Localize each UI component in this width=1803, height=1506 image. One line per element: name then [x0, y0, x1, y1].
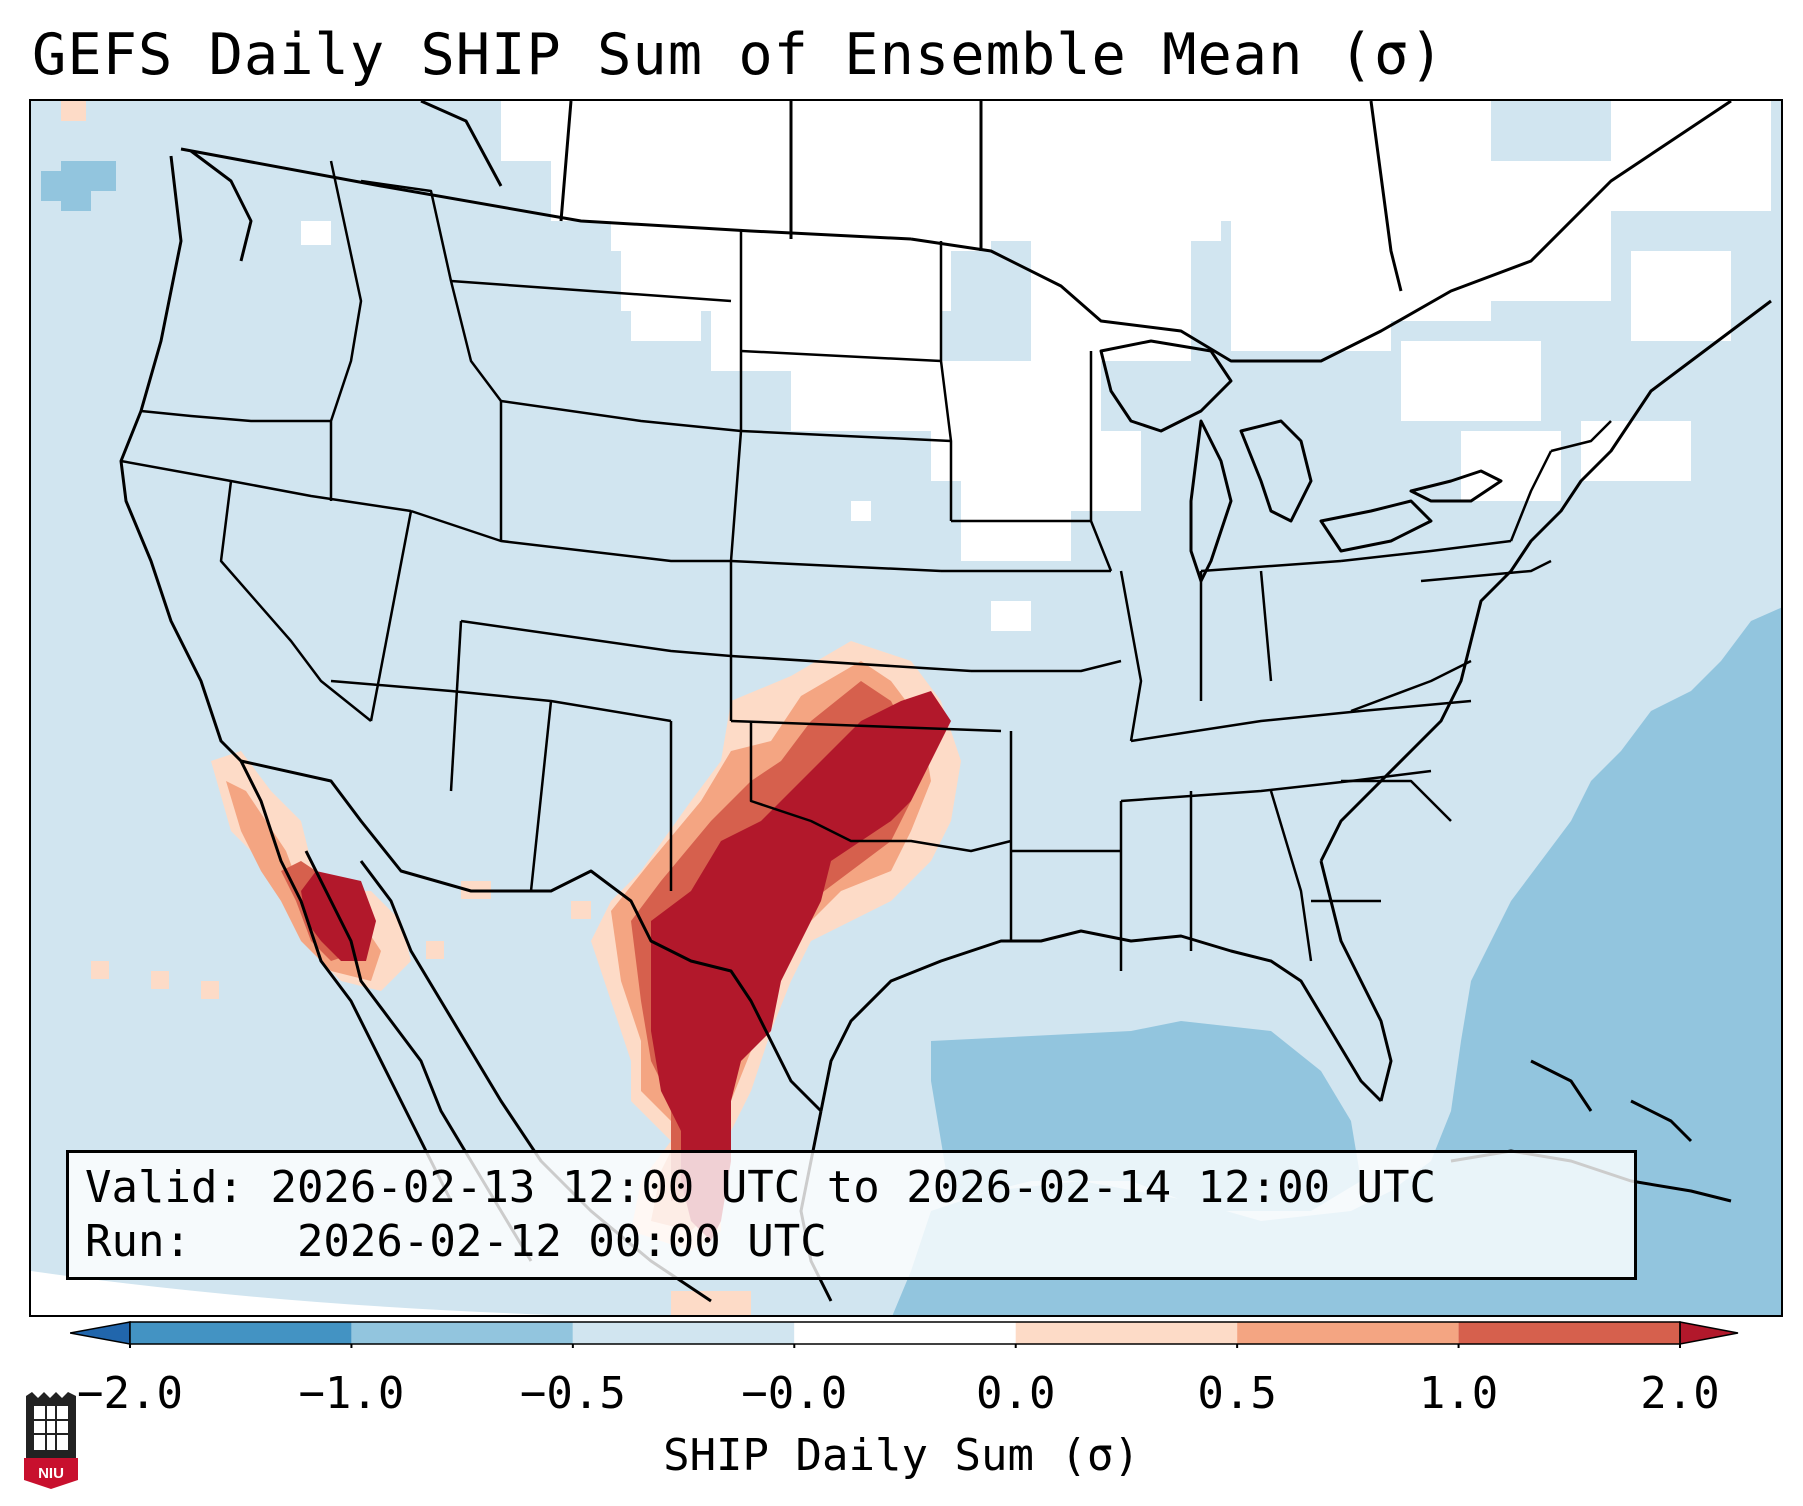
- colorbar-tick-label: −2.0: [77, 1368, 183, 1419]
- colorbar-tick-label: 0.0: [975, 1368, 1056, 1419]
- valid-run-info-box: Valid: 2026-02-13 12:00 UTC to 2026-02-1…: [66, 1150, 1637, 1280]
- colorbar-outline: [129, 1321, 1681, 1345]
- neutral-cells: [301, 101, 1771, 631]
- colorbar-label: SHIP Daily Sum (σ): [663, 1430, 1140, 1481]
- colorbar-bin: [130, 1322, 352, 1344]
- map-canvas: [31, 101, 1781, 1315]
- colorbar-tick-label: −0.5: [519, 1368, 626, 1419]
- chart-title: GEFS Daily SHIP Sum of Ensemble Mean (σ): [32, 22, 1445, 88]
- niu-logo: NIU: [24, 1392, 78, 1489]
- colorbar-bin: [1015, 1322, 1238, 1344]
- colorbar-bin: [1458, 1322, 1680, 1344]
- colorbar-bins: [70, 1321, 1739, 1348]
- valid-time-range: 2026-02-13 12:00 UTC to 2026-02-14 12:00…: [270, 1162, 1437, 1213]
- colorbar-extend-max: [1679, 1321, 1739, 1345]
- logo-shield: [24, 1458, 78, 1489]
- run-time: 2026-02-12 00:00 UTC: [296, 1216, 827, 1267]
- colorbar-bin: [351, 1322, 573, 1344]
- valid-label: Valid:: [85, 1162, 244, 1213]
- logo-text: NIU: [38, 1465, 64, 1482]
- colorbar-tick-label: −1.0: [298, 1368, 405, 1419]
- state-boundaries: [120, 160, 1612, 971]
- colorbar-tick-label: −0.0: [741, 1368, 848, 1419]
- colorbar-tick-label: 2.0: [1640, 1368, 1720, 1419]
- colorbar-tick-label: 0.5: [1197, 1368, 1277, 1419]
- colorbar-bin: [794, 1322, 1016, 1344]
- colorbar-extend-min: [70, 1321, 131, 1345]
- colorbar-bin: [1237, 1322, 1459, 1344]
- colorbar-bin: [572, 1322, 795, 1344]
- colorbar: [70, 1321, 1739, 1348]
- map-panel[interactable]: [29, 99, 1783, 1317]
- colorbar-tick-label: 1.0: [1418, 1368, 1499, 1419]
- run-label: Run:: [85, 1216, 191, 1267]
- political-boundaries: [119, 101, 1772, 1303]
